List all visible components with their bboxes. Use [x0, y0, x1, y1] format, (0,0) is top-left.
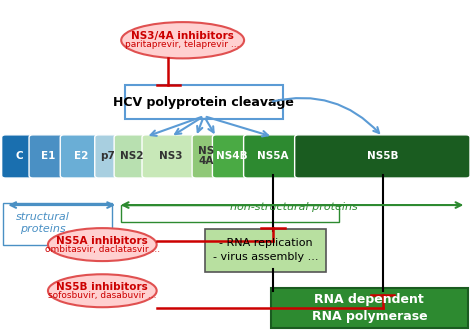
Text: NS3: NS3: [159, 152, 182, 162]
FancyBboxPatch shape: [125, 85, 283, 119]
Text: NS5B inhibitors: NS5B inhibitors: [56, 282, 148, 292]
Text: structural
proteins: structural proteins: [16, 213, 70, 234]
Text: p7: p7: [100, 152, 115, 162]
Ellipse shape: [121, 22, 244, 58]
FancyBboxPatch shape: [295, 135, 470, 178]
FancyBboxPatch shape: [205, 229, 326, 272]
FancyBboxPatch shape: [192, 135, 219, 178]
FancyBboxPatch shape: [114, 135, 149, 178]
Text: sofosbuvir, dasabuvir ...: sofosbuvir, dasabuvir ...: [48, 291, 156, 300]
FancyBboxPatch shape: [244, 135, 302, 178]
Text: ombitasvir, daclatasvir ...: ombitasvir, daclatasvir ...: [45, 245, 160, 254]
Text: NS5A: NS5A: [257, 152, 289, 162]
Text: NS
4A: NS 4A: [198, 146, 214, 166]
Ellipse shape: [48, 274, 156, 307]
FancyBboxPatch shape: [121, 205, 338, 221]
FancyBboxPatch shape: [142, 135, 199, 178]
Text: NS5A inhibitors: NS5A inhibitors: [56, 236, 148, 246]
Text: NS2: NS2: [120, 152, 143, 162]
FancyBboxPatch shape: [60, 135, 102, 178]
Text: NS3/4A inhibitors: NS3/4A inhibitors: [131, 31, 234, 41]
FancyBboxPatch shape: [271, 288, 468, 328]
Text: NS5B: NS5B: [366, 152, 398, 162]
FancyBboxPatch shape: [95, 135, 121, 178]
Text: HCV polyprotein cleavage: HCV polyprotein cleavage: [113, 96, 294, 109]
FancyBboxPatch shape: [212, 135, 251, 178]
Text: paritaprevir, telaprevir ...: paritaprevir, telaprevir ...: [126, 40, 240, 49]
FancyBboxPatch shape: [1, 135, 36, 178]
Text: C: C: [15, 152, 23, 162]
FancyBboxPatch shape: [3, 204, 112, 245]
FancyBboxPatch shape: [29, 135, 67, 178]
Text: - RNA replication
- virus assembly ...: - RNA replication - virus assembly ...: [213, 238, 318, 262]
Text: non-structural proteins: non-structural proteins: [230, 202, 357, 212]
Text: E2: E2: [74, 152, 88, 162]
Text: E1: E1: [41, 152, 55, 162]
Text: NS4B: NS4B: [216, 152, 247, 162]
Ellipse shape: [48, 228, 156, 261]
Text: RNA dependent
RNA polymerase: RNA dependent RNA polymerase: [311, 293, 427, 323]
